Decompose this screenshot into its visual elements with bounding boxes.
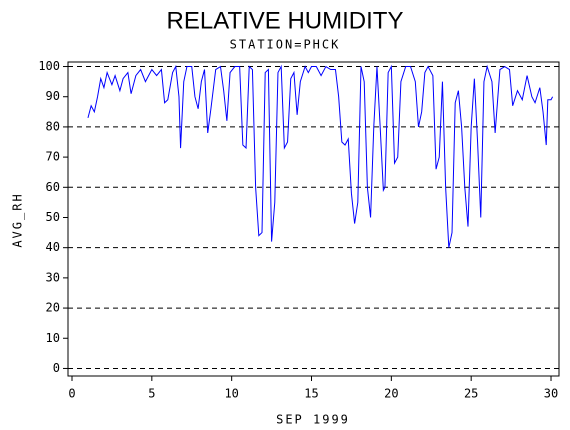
y-tick-label: 50 [46,210,60,224]
y-axis-label: AVG_RH [11,192,25,247]
data-line [87,64,554,248]
y-tick-label: 60 [46,180,60,194]
x-tick-label: 10 [224,387,238,401]
y-tick-label: 100 [38,59,60,73]
x-tick-label: 5 [148,387,155,401]
x-tick-label: 25 [464,387,478,401]
y-tick-label: 30 [46,270,60,284]
y-tick-label: 80 [46,119,60,133]
y-tick-label: 10 [46,331,60,345]
plot-frame [67,61,560,377]
chart-title: RELATIVE HUMIDITY [167,7,404,34]
x-axis-label: SEP 1999 [276,413,350,427]
x-tick-label: 20 [384,387,398,401]
y-tick-label: 40 [46,240,60,254]
chart-subtitle: STATION=PHCK [230,38,341,52]
y-tick-label: 20 [46,301,60,315]
x-tick-label: 30 [544,387,558,401]
x-tick-label: 0 [68,387,75,401]
y-tick-label: 70 [46,150,60,164]
y-tick-label: 90 [46,89,60,103]
y-tick-label: 0 [53,361,60,375]
x-tick-label: 15 [304,387,318,401]
